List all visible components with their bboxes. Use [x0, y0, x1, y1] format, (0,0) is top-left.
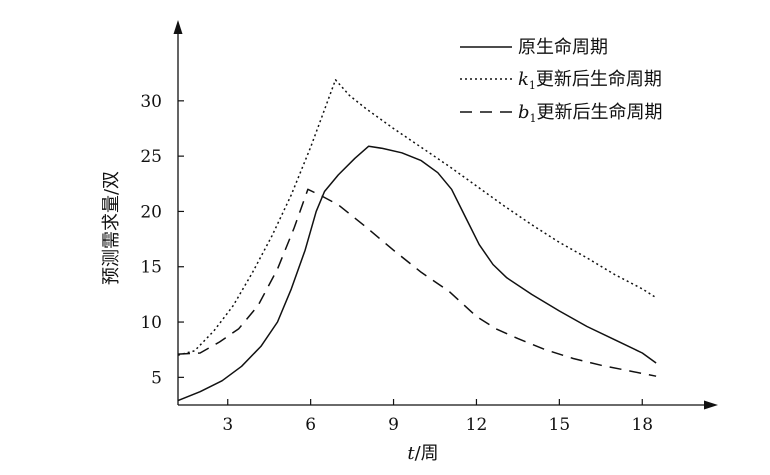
y-tick-label: 10 — [140, 313, 162, 333]
series-line-original — [177, 145, 657, 402]
x-ticks: 3 6 9 12 15 18 — [222, 399, 653, 435]
x-axis-title-var: t — [407, 443, 415, 464]
x-tick-label: 3 — [222, 415, 233, 435]
y-axis-arrow-icon — [173, 20, 183, 34]
x-tick-label: 18 — [631, 415, 653, 435]
x-axis-title-unit: /周 — [415, 443, 439, 464]
y-tick-label: 25 — [140, 147, 162, 167]
x-tick-label: 15 — [549, 415, 571, 435]
axes: 3 6 9 12 15 18 5 10 15 20 25 30 — [140, 20, 718, 435]
x-tick-label: 9 — [388, 415, 399, 435]
legend-subscript: 1 — [530, 112, 537, 125]
legend-text: 更新后生命周期 — [536, 69, 662, 90]
y-tick-label: 30 — [140, 92, 162, 112]
x-tick-label: 12 — [466, 415, 488, 435]
legend-text: 原生命周期 — [518, 37, 608, 58]
legend-subscript: 1 — [529, 79, 536, 92]
legend-text: 更新后生命周期 — [537, 102, 663, 123]
legend-label-original: 原生命周期 — [518, 37, 608, 58]
x-axis-arrow-icon — [704, 400, 718, 410]
series-line-b1 — [177, 188, 657, 377]
y-tick-label: 5 — [151, 368, 162, 388]
y-tick-label: 15 — [140, 258, 162, 278]
series-layer — [177, 79, 657, 402]
legend-label-b1: b1更新后生命周期 — [518, 102, 663, 125]
y-tick-label: 20 — [140, 202, 162, 222]
x-axis-title: t/周 — [407, 443, 438, 464]
legend-var: b — [518, 102, 530, 123]
legend-label-k1: k1更新后生命周期 — [518, 69, 662, 92]
y-ticks: 5 10 15 20 25 30 — [140, 92, 184, 388]
x-tick-label: 6 — [305, 415, 316, 435]
y-axis-title: 预测需求量/双 — [101, 171, 122, 285]
legend-var: k — [518, 69, 529, 90]
